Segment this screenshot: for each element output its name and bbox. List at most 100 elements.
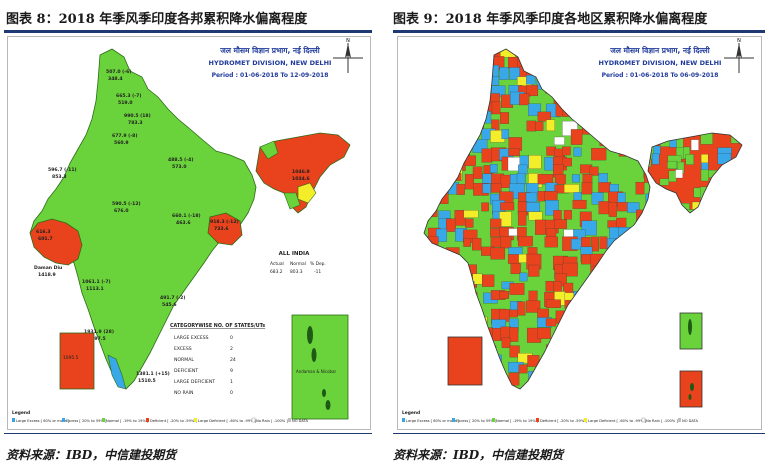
state-label: 783.3 [128,120,143,126]
legend-swatch [492,418,495,422]
meghalaya-large-deficient-region [297,182,317,204]
district-cell [471,237,482,251]
district-cell [653,145,661,155]
district-cell [526,202,541,212]
district-cell [537,174,554,185]
district-cell [589,166,599,176]
district-cell [591,192,604,205]
district-cell [481,148,493,163]
category-count: 0 [230,335,233,341]
state-label: 676.0 [114,208,129,214]
district-cell [517,236,533,247]
district-cell [500,236,512,249]
district-cell [581,220,597,236]
district-cell [482,274,495,287]
legend-item: Deficient [ -20% to -59% ] [150,419,197,423]
district-cell [456,183,465,195]
district-cell [500,202,515,211]
district-cell [563,210,572,220]
district-cell [667,160,678,169]
legend-item: NO DATA [682,419,698,423]
state-rainfall-map: जल मौसम विज्ञान प्रभाग, नई दिल्ली HYDROM… [7,36,371,430]
district-cell [491,101,501,115]
state-label: 1113.1 [86,286,104,292]
all-india-col-dep: % Dep. [310,261,326,267]
district-cell [516,172,526,185]
left-source-note: 资料来源：IBD，中信建投期货 [6,448,177,462]
legend-swatch [194,418,197,422]
legend-item: NO DATA [292,419,308,423]
district-cell [519,272,528,282]
legend-swatch [402,418,405,422]
legend-item: Normal [ -19% to 19% ] [496,419,539,423]
state-label: 348.4 [108,76,123,82]
legend-swatch [536,418,539,422]
district-cell [690,139,699,151]
category-label: DEFICIENT [174,368,198,374]
district-cell [535,219,547,235]
district-cell [509,283,525,295]
district-cell [581,182,593,195]
legend-item: Deficient [ -20% to -59% ] [540,419,587,423]
district-rainfall-map: जल मौसम विज्ञान प्रभाग, नई दिल्ली HYDROM… [397,36,762,430]
all-india-normal: 803.3 [290,269,303,275]
state-label: 1418.9 [38,272,56,278]
district-cell [517,211,527,226]
district-cell [685,154,694,165]
state-label: Andaman & Nicobar [296,369,337,374]
district-cell [463,210,479,218]
district-cell [545,299,561,309]
district-cell [490,247,506,260]
state-label: 491.7 (-2) [160,295,185,301]
district-cell [537,111,552,122]
category-count: 1 [230,379,233,385]
legend-swatch [452,418,455,422]
category-label: NORMAL [174,357,194,363]
district-cell [509,327,519,342]
india-outline [423,48,651,390]
district-cell [507,254,520,264]
all-india-summary: ALL INDIA Actual Normal % Dep. 683.2 803… [270,251,326,275]
all-india-col-actual: Actual [270,261,284,267]
district-cell [490,183,502,193]
legend-swatch [62,418,65,422]
gujarat-deficient-region [29,218,83,266]
svg-text:N: N [346,38,350,44]
state-label: 660.1 (-18) [172,213,201,219]
district-cell [562,157,572,167]
district-cell [700,133,713,145]
district-cell [489,163,498,174]
state-label: 507.0 (-6) [106,69,131,75]
district-cell [481,202,489,212]
right-source-note: 资料来源：IBD，中信建投期货 [393,448,564,462]
northeast-outline [647,132,743,214]
district-cell [545,318,557,327]
kerala-excess-region [107,354,127,390]
category-count: 24 [230,357,236,363]
district-cell [675,169,683,179]
district-cell [668,170,677,182]
district-cell [490,228,501,237]
state-label: 1931.9 (28) [84,329,114,335]
district-cell [500,112,510,124]
district-cell [499,291,510,299]
state-label: 463.6 [176,220,191,226]
district-cell [499,67,509,80]
state-label: 545.6 [162,302,177,308]
all-india-dep: -11 [314,269,321,275]
state-label: 2497.5 [88,336,106,342]
legend-swatch [146,418,149,422]
district-cell [526,300,541,313]
state-label: 560.9 [114,140,129,146]
lakshadweep-inset [59,332,95,390]
legend-item: Excess [ 20% to 59% ] [456,419,497,423]
district-cell [598,182,612,193]
district-cell [525,192,538,203]
state-label: 1381.1 (+15) [136,371,170,377]
all-india-actual: 683.2 [270,269,283,275]
legend-item: Large Deficient [ -60% to -99% ] [588,419,647,423]
legend-swatch [584,418,587,422]
district-cell [509,345,520,358]
district-cell [553,210,562,221]
district-cell [528,103,541,116]
